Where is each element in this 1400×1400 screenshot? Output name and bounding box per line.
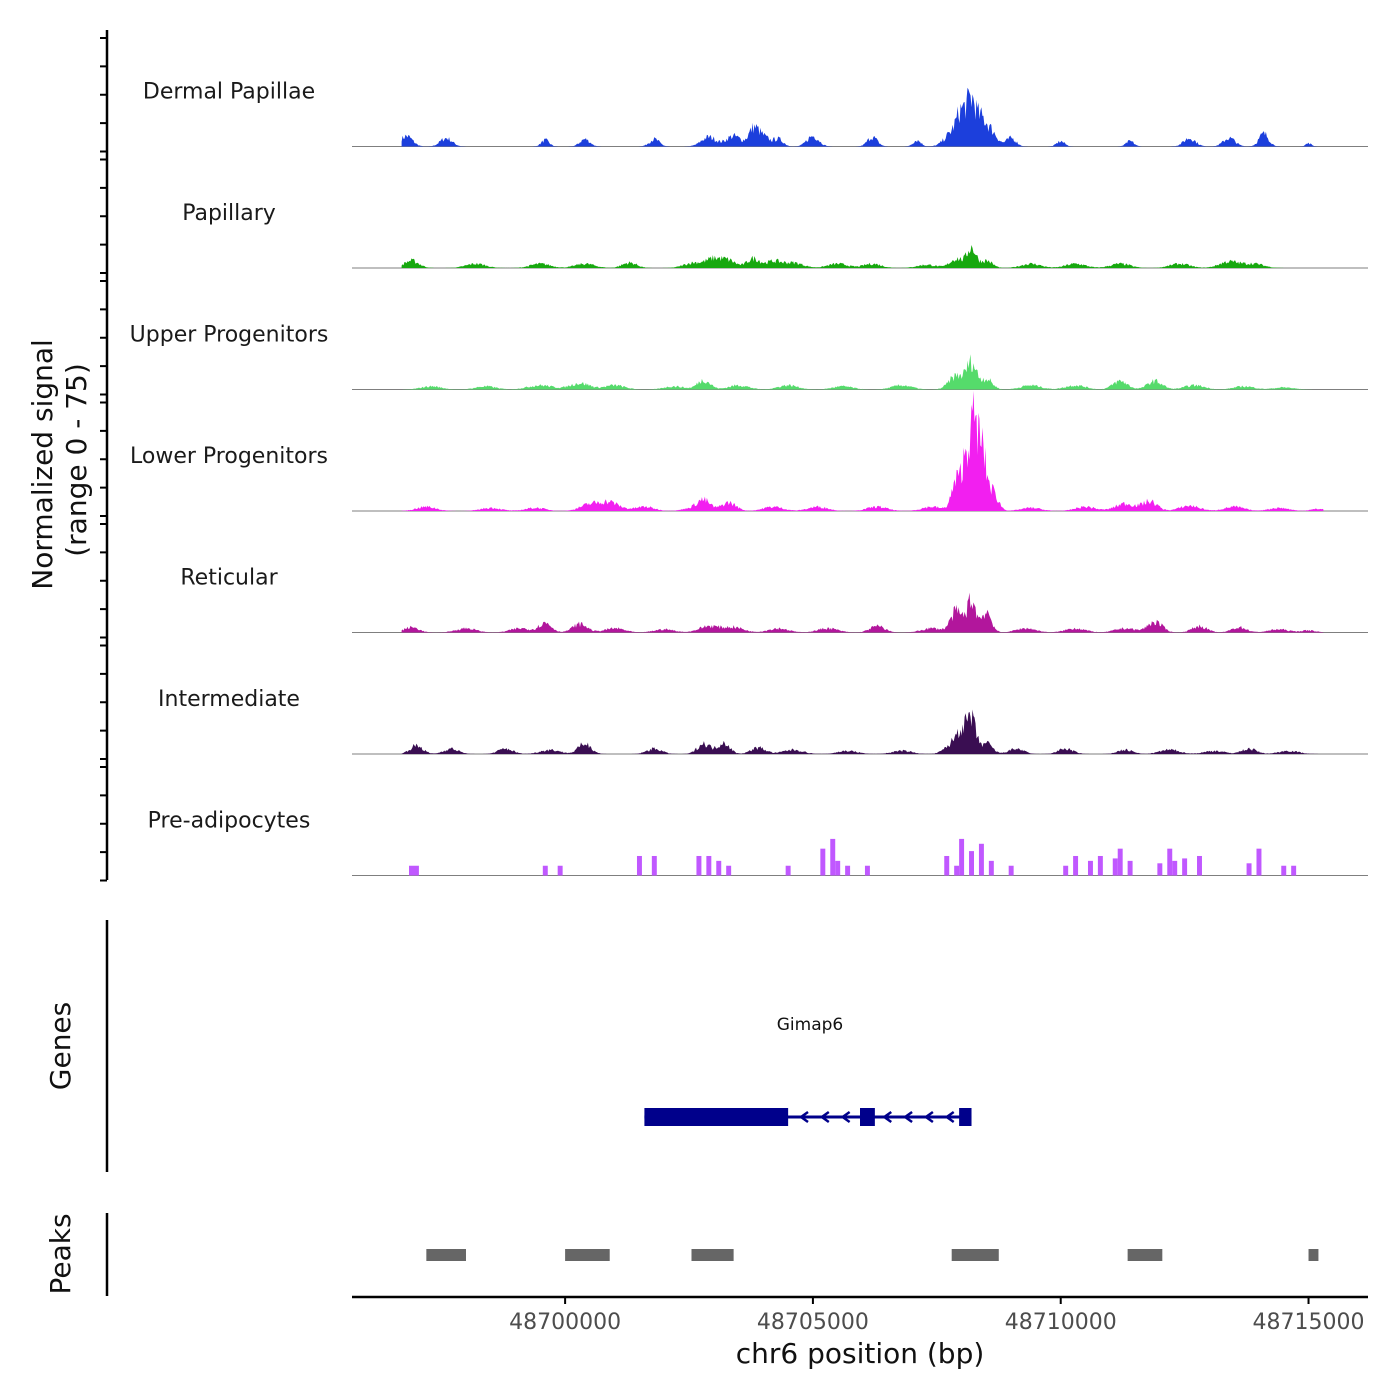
y-axis-title-line2: (range 0 - 75) (60, 363, 93, 557)
strand-arrow (902, 1110, 913, 1124)
signal-block (835, 860, 841, 876)
signal-area (401, 709, 1324, 754)
signal-block (785, 865, 791, 876)
track-label: Dermal Papillae (143, 80, 315, 105)
signal-block (1127, 860, 1133, 876)
strand-arrow (798, 1110, 809, 1124)
signal-block (1063, 865, 1069, 876)
track-label: Lower Progenitors (130, 444, 328, 469)
signal-block (1112, 858, 1118, 876)
signal-block (954, 865, 960, 876)
signal-block (706, 855, 712, 876)
signal-block (1172, 860, 1178, 876)
signal-area (401, 390, 1324, 511)
peaks-axis-title: Peaks (44, 1213, 77, 1294)
track-label: Intermediate (158, 687, 300, 712)
signal-block (651, 855, 657, 876)
track-dermal-papillae: Dermal Papillae (143, 80, 1368, 147)
signal-block (845, 865, 851, 876)
y-axis-title: Normalized signal (range 0 - 75) (26, 330, 93, 589)
signal-block (557, 865, 563, 876)
x-tick-label: 48710000 (1005, 1310, 1117, 1335)
peaks-panel: Peaks (44, 1213, 1319, 1296)
signal-block (696, 855, 702, 876)
track-label: Papillary (182, 201, 276, 226)
signal-block (1256, 848, 1262, 876)
genes-panel: Genes Gimap6 (44, 920, 972, 1172)
y-axis-title-line1: Normalized signal (26, 339, 59, 590)
signal-block (944, 855, 950, 876)
x-tick-label: 48715000 (1253, 1310, 1365, 1335)
peak-region (1308, 1249, 1319, 1261)
track-label: Upper Progenitors (130, 323, 329, 348)
strand-arrow (819, 1110, 830, 1124)
signal-block (636, 855, 642, 876)
x-tick-label: 48705000 (757, 1310, 869, 1335)
signal-block (1157, 863, 1163, 876)
signal-block (1246, 863, 1252, 876)
x-axis: 48700000 48705000 48710000 48715000 (352, 1295, 1368, 1335)
strand-arrow (944, 1110, 955, 1124)
signal-area (401, 87, 1324, 147)
signal-block (959, 838, 965, 876)
track-label: Reticular (180, 566, 278, 591)
signal-y-axis (100, 30, 109, 882)
signal-block (1117, 848, 1123, 876)
signal-block (1073, 855, 1079, 876)
signal-block (1281, 865, 1287, 876)
gene-label: Gimap6 (777, 1015, 843, 1035)
signal-block (830, 838, 836, 876)
signal-block (408, 865, 419, 876)
track-upper-progenitors: Upper Progenitors (130, 323, 1368, 390)
signal-tracks: Dermal Papillae Papillary Upper Progenitor… (130, 80, 1368, 876)
signal-block (1008, 865, 1014, 876)
signal-block (542, 865, 548, 876)
signal-block (988, 860, 994, 876)
peak-region (565, 1249, 610, 1261)
genes-axis-title: Genes (44, 1002, 77, 1090)
track-reticular: Reticular (180, 566, 1368, 633)
gene-exon (959, 1108, 972, 1126)
signal-block (726, 865, 732, 876)
signal-block (1087, 860, 1093, 876)
signal-block (1167, 848, 1173, 876)
peak-region (691, 1249, 734, 1261)
peak-region (426, 1249, 466, 1261)
strand-arrow (923, 1110, 934, 1124)
gene-exon (860, 1108, 875, 1126)
gene-model (644, 1108, 972, 1126)
strand-arrow (882, 1110, 892, 1124)
peak-region (1127, 1249, 1163, 1261)
peak-regions (426, 1249, 1319, 1261)
strand-arrow (840, 1110, 851, 1124)
peak-region (951, 1249, 999, 1261)
signal-area (401, 245, 1324, 268)
signal-block (1291, 865, 1297, 876)
gene-exon (644, 1108, 789, 1126)
signal-block (864, 865, 870, 876)
x-axis-title: chr6 position (bp) (736, 1337, 985, 1370)
signal-area (401, 592, 1324, 633)
signal-block (716, 860, 722, 876)
track-papillary: Papillary (182, 201, 1368, 269)
signal-block (1197, 855, 1202, 876)
x-tick-label: 48700000 (509, 1310, 621, 1335)
signal-block (820, 848, 826, 876)
signal-block (1182, 858, 1188, 876)
signal-block (1097, 855, 1103, 876)
signal-area (401, 354, 1324, 390)
track-lower-progenitors: Lower Progenitors (130, 390, 1368, 512)
track-label: Pre-adipocytes (148, 809, 311, 834)
track-intermediate: Intermediate (158, 687, 1368, 755)
signal-block (978, 843, 984, 876)
signal-block (969, 851, 974, 876)
track-pre-adipocytes: Pre-adipocytes (148, 809, 1368, 876)
